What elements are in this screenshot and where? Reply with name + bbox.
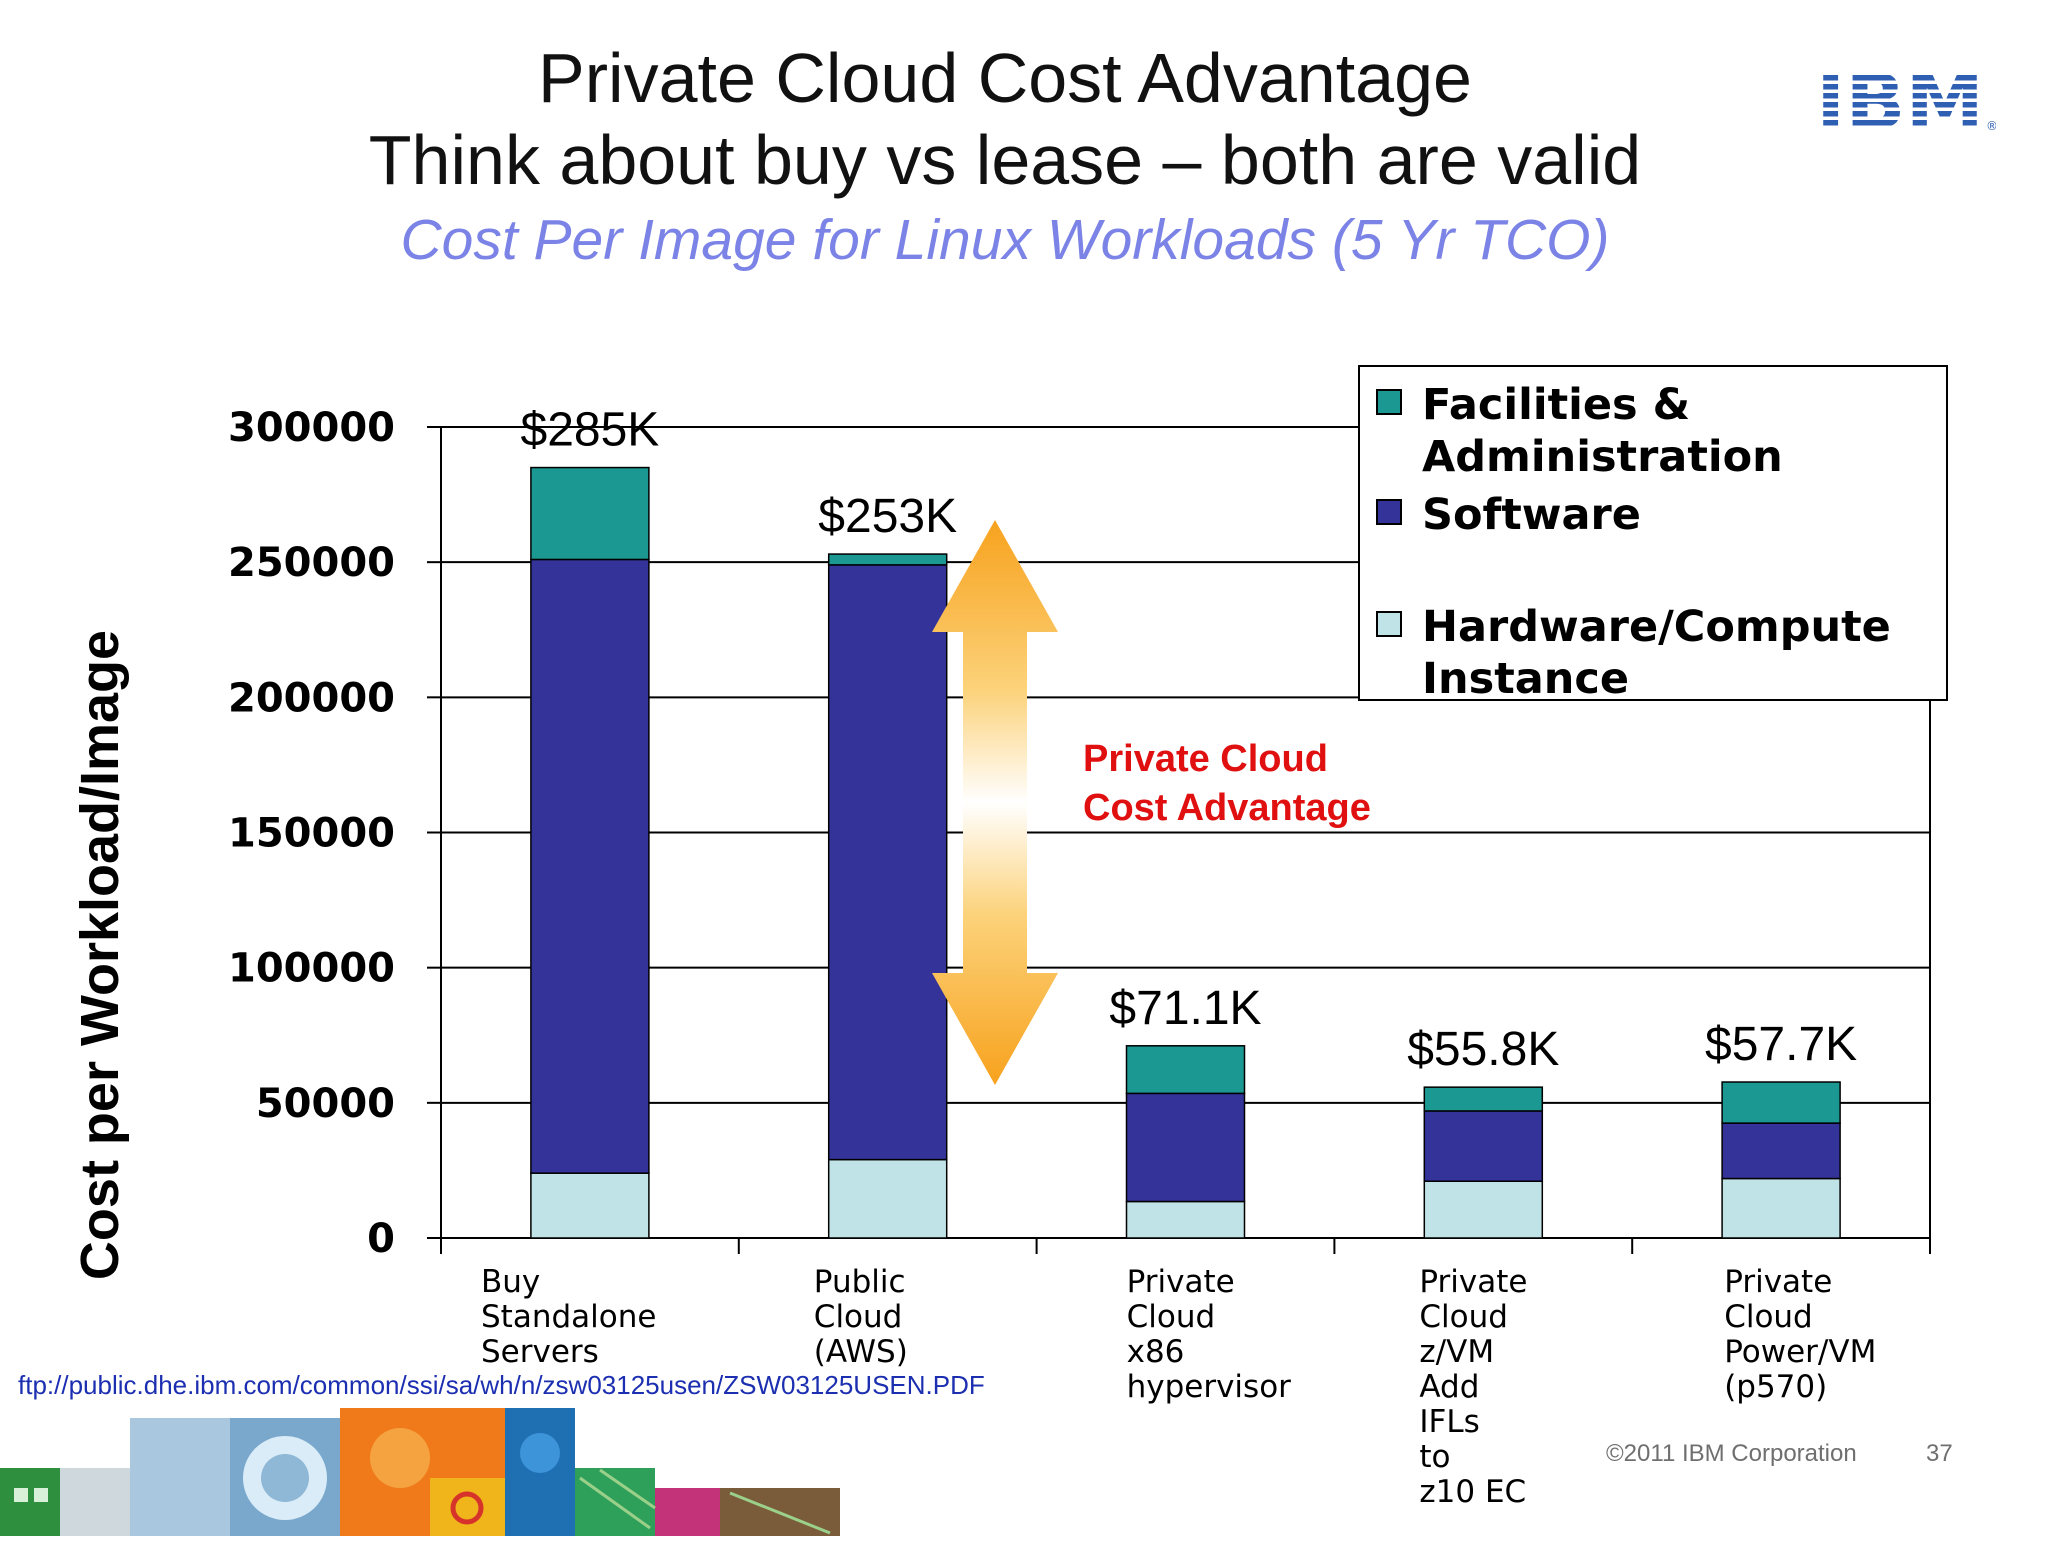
bar-segment-hardware (1125, 1200, 1246, 1239)
legend-item-hardware: Hardware/Compute Instance (1376, 601, 1891, 705)
slide-title: Private Cloud Cost Advantage (538, 39, 1472, 117)
legend-item-software: Software (1376, 489, 1641, 541)
bar-segment-facilities (530, 466, 650, 561)
slide-subtitle: Think about buy vs lease – both are vali… (368, 121, 1642, 199)
source-link[interactable]: ftp://public.dhe.ibm.com/common/ssi/sa/w… (18, 1370, 985, 1400)
legend-label-facilities: Facilities & Administration (1422, 380, 1783, 482)
legend-swatch-software (1376, 499, 1402, 525)
page-number: 37 (1926, 1440, 1953, 1467)
y-tick-label: 100000 (228, 946, 395, 992)
y-tick-label: 200000 (228, 675, 395, 721)
x-category-label: Public Cloud (AWS) (813, 1264, 908, 1370)
copyright: ©2011 IBM Corporation (1606, 1440, 1857, 1467)
bar-total-label: $55.8K (1407, 1023, 1559, 1076)
chart-subtitle: Cost Per Image for Linux Workloads (5 Yr… (400, 208, 1610, 272)
bar-total-label: $253K (818, 490, 957, 543)
bar-segment-software (530, 558, 650, 1174)
x-category-label: Private Cloud z/VM Add IFLs to z10 EC (1419, 1264, 1528, 1510)
bar-segment-software (1423, 1110, 1544, 1182)
cost-advantage-annotation: Private Cloud Cost Advantage (1083, 738, 1371, 829)
svg-text:®: ® (1986, 119, 1996, 133)
y-tick-label: 0 (367, 1216, 395, 1262)
y-tick-label: 150000 (228, 811, 395, 857)
x-category-label: Buy Standalone Servers (481, 1264, 657, 1370)
cost-advantage-arrow-icon (932, 520, 1058, 1085)
bar-segment-hardware (1423, 1180, 1544, 1239)
bar-segment-software (1125, 1092, 1246, 1203)
bar-segment-software (827, 564, 948, 1161)
ibm-logo: IBM ® (1816, 57, 1998, 146)
legend-item-facilities: Facilities & Administration (1376, 379, 1783, 483)
bar-segment-facilities (1125, 1045, 1246, 1095)
svg-text:IBM: IBM (1816, 66, 1984, 136)
legend-label-hardware: Hardware/Compute Instance (1422, 602, 1891, 704)
bar-total-label: $71.1K (1109, 982, 1261, 1035)
legend-label-software: Software (1422, 490, 1641, 540)
x-category-label: Private Cloud Power/VM (p570) (1724, 1264, 1877, 1405)
bar-total-label: $285K (521, 404, 660, 457)
legend-swatch-facilities (1376, 389, 1402, 415)
legend-swatch-hardware (1376, 611, 1402, 637)
decorative-image-strip (0, 1408, 840, 1536)
bar-segment-facilities (827, 553, 948, 566)
bar-segment-hardware (1721, 1177, 1841, 1239)
bar-segment-hardware (530, 1172, 650, 1239)
x-category-label: Private Cloud x86 hypervisor (1126, 1264, 1291, 1405)
bar-segment-software (1721, 1122, 1841, 1180)
bar-total-label: $57.7K (1705, 1018, 1857, 1071)
bar-segment-hardware (827, 1158, 948, 1239)
y-tick-label: 50000 (256, 1081, 395, 1127)
bar-segment-facilities (1423, 1086, 1544, 1112)
y-tick-label: 300000 (228, 405, 395, 451)
bar-segment-facilities (1721, 1081, 1841, 1124)
y-tick-label: 250000 (228, 540, 395, 586)
legend: Facilities & Administration Software Har… (1358, 365, 1948, 704)
